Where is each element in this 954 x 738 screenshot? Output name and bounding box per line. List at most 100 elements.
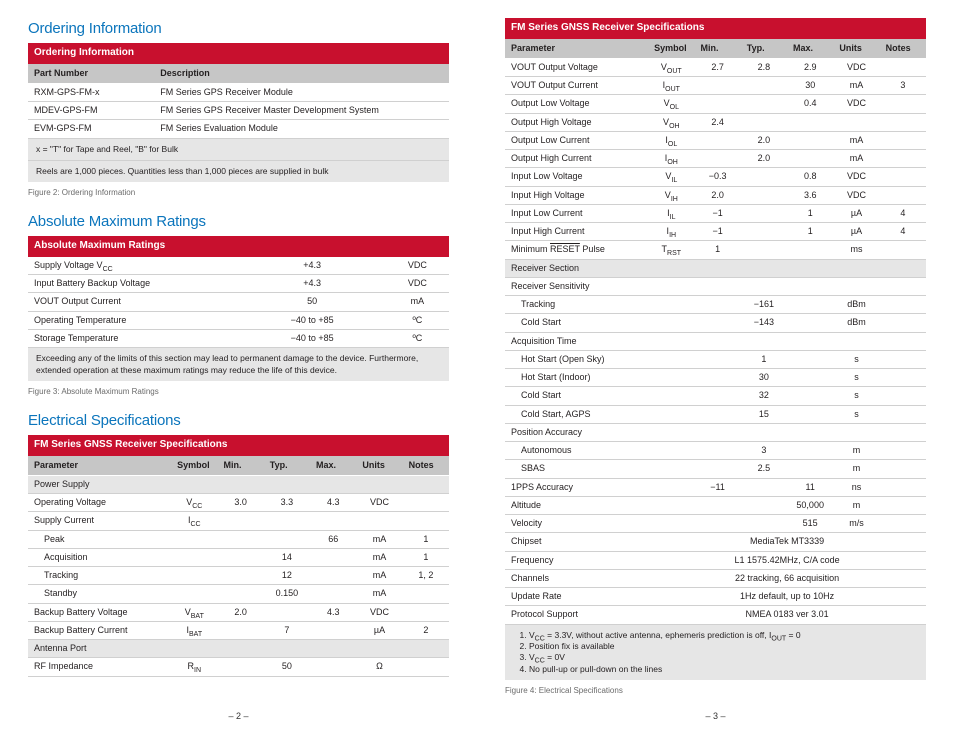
col-header: Typ. — [741, 39, 787, 59]
table-cell: SBAS — [505, 460, 648, 478]
table-cell — [264, 512, 310, 530]
col-header: Parameter — [28, 456, 171, 476]
table-cell — [648, 405, 694, 423]
table-cell — [741, 515, 787, 533]
table-cell — [741, 241, 787, 259]
table-cell: FM Series GPS Receiver Master Developmen… — [154, 102, 449, 120]
table-cell: Peak — [28, 530, 171, 548]
table-cell: IBAT — [171, 621, 217, 639]
col-header: Min. — [217, 456, 263, 476]
table-cell: +4.3 — [239, 257, 386, 275]
table-cell — [880, 296, 926, 314]
table-cell — [171, 548, 217, 566]
table-cell — [310, 567, 356, 585]
table-cell — [880, 515, 926, 533]
table-cell: VOH — [648, 113, 694, 131]
table-cell — [880, 405, 926, 423]
table-cell: 14 — [264, 548, 310, 566]
table-cell — [787, 350, 833, 368]
col-header: Notes — [880, 39, 926, 59]
table-cell — [694, 332, 740, 350]
table-cell: 15 — [741, 405, 787, 423]
table-cell — [787, 369, 833, 387]
table-cell: Altitude — [505, 496, 648, 514]
table-cell — [787, 131, 833, 149]
table-cell: Supply Current — [28, 512, 171, 530]
table-banner: Absolute Maximum Ratings — [28, 236, 449, 257]
table-cell: IOL — [648, 131, 694, 149]
table-cell: 50 — [264, 658, 310, 676]
table-cell: VDC — [833, 95, 879, 113]
table-cell — [310, 658, 356, 676]
table-cell: Ω — [356, 658, 402, 676]
table-cell: −1 — [694, 204, 740, 222]
table-cell: Cold Start — [505, 387, 648, 405]
table-cell: ns — [833, 478, 879, 496]
table-cell — [787, 150, 833, 168]
table-cell — [403, 585, 449, 603]
table-cell: s — [833, 369, 879, 387]
table-cell — [880, 95, 926, 113]
table-cell: −143 — [741, 314, 787, 332]
table-cell — [880, 387, 926, 405]
table-cell — [648, 314, 694, 332]
table-cell — [880, 423, 926, 441]
table-cell — [694, 277, 740, 295]
table-cell — [648, 460, 694, 478]
table-cell — [694, 369, 740, 387]
table-cell — [648, 442, 694, 460]
table-cell — [833, 423, 879, 441]
table-cell — [694, 442, 740, 460]
table-cell — [648, 515, 694, 533]
table-cell — [694, 460, 740, 478]
table-cell — [880, 277, 926, 295]
table-cell — [264, 603, 310, 621]
table-cell — [403, 658, 449, 676]
table-cell — [694, 405, 740, 423]
table-banner: Ordering Information — [28, 43, 449, 64]
table-cell — [741, 168, 787, 186]
table-cell: Update Rate — [505, 588, 648, 606]
table-cell: mA — [356, 585, 402, 603]
table-cell: VDC — [356, 603, 402, 621]
table-cell: s — [833, 387, 879, 405]
table-cell: 1, 2 — [403, 567, 449, 585]
table-cell: 2.0 — [217, 603, 263, 621]
table-cell: 4.3 — [310, 603, 356, 621]
table-cell — [310, 585, 356, 603]
table-cell: −40 to +85 — [239, 329, 386, 347]
table-cell: MDEV-GPS-FM — [28, 102, 154, 120]
table-cell — [741, 77, 787, 95]
table-cell — [694, 350, 740, 368]
table-cell — [741, 423, 787, 441]
table-cell: 2.8 — [741, 58, 787, 76]
table-cell: 0.8 — [787, 168, 833, 186]
table-cell: IOUT — [648, 77, 694, 95]
table-cell: Channels — [505, 569, 648, 587]
table-cell — [171, 530, 217, 548]
table-cell: +4.3 — [239, 275, 386, 293]
table-cell — [694, 131, 740, 149]
table-cell: NMEA 0183 ver 3.01 — [648, 606, 926, 624]
table-cell — [310, 512, 356, 530]
table-cell: VOUT Output Current — [28, 293, 239, 311]
table-cell: Autonomous — [505, 442, 648, 460]
table-cell: 3 — [880, 77, 926, 95]
table-cell — [787, 460, 833, 478]
table-footnotes: VCC = 3.3V, without active antenna, ephe… — [505, 624, 926, 680]
table-cell: 3 — [741, 442, 787, 460]
table-cell: Minimum RESET Pulse — [505, 241, 648, 259]
table-cell: VDC — [386, 275, 449, 293]
table-cell — [833, 277, 879, 295]
table-cell — [880, 168, 926, 186]
table-cell: Tracking — [28, 567, 171, 585]
table-cell: 1 — [787, 223, 833, 241]
table-cell — [310, 621, 356, 639]
table-cell: VOL — [648, 95, 694, 113]
page-number: – 3 – — [505, 705, 926, 721]
col-header: Units — [833, 39, 879, 59]
col-header: Units — [356, 456, 402, 476]
table-elec-continued: FM Series GNSS Receiver SpecificationsPa… — [505, 18, 926, 680]
table-cell: 1Hz default, up to 10Hz — [648, 588, 926, 606]
table-cell — [694, 296, 740, 314]
